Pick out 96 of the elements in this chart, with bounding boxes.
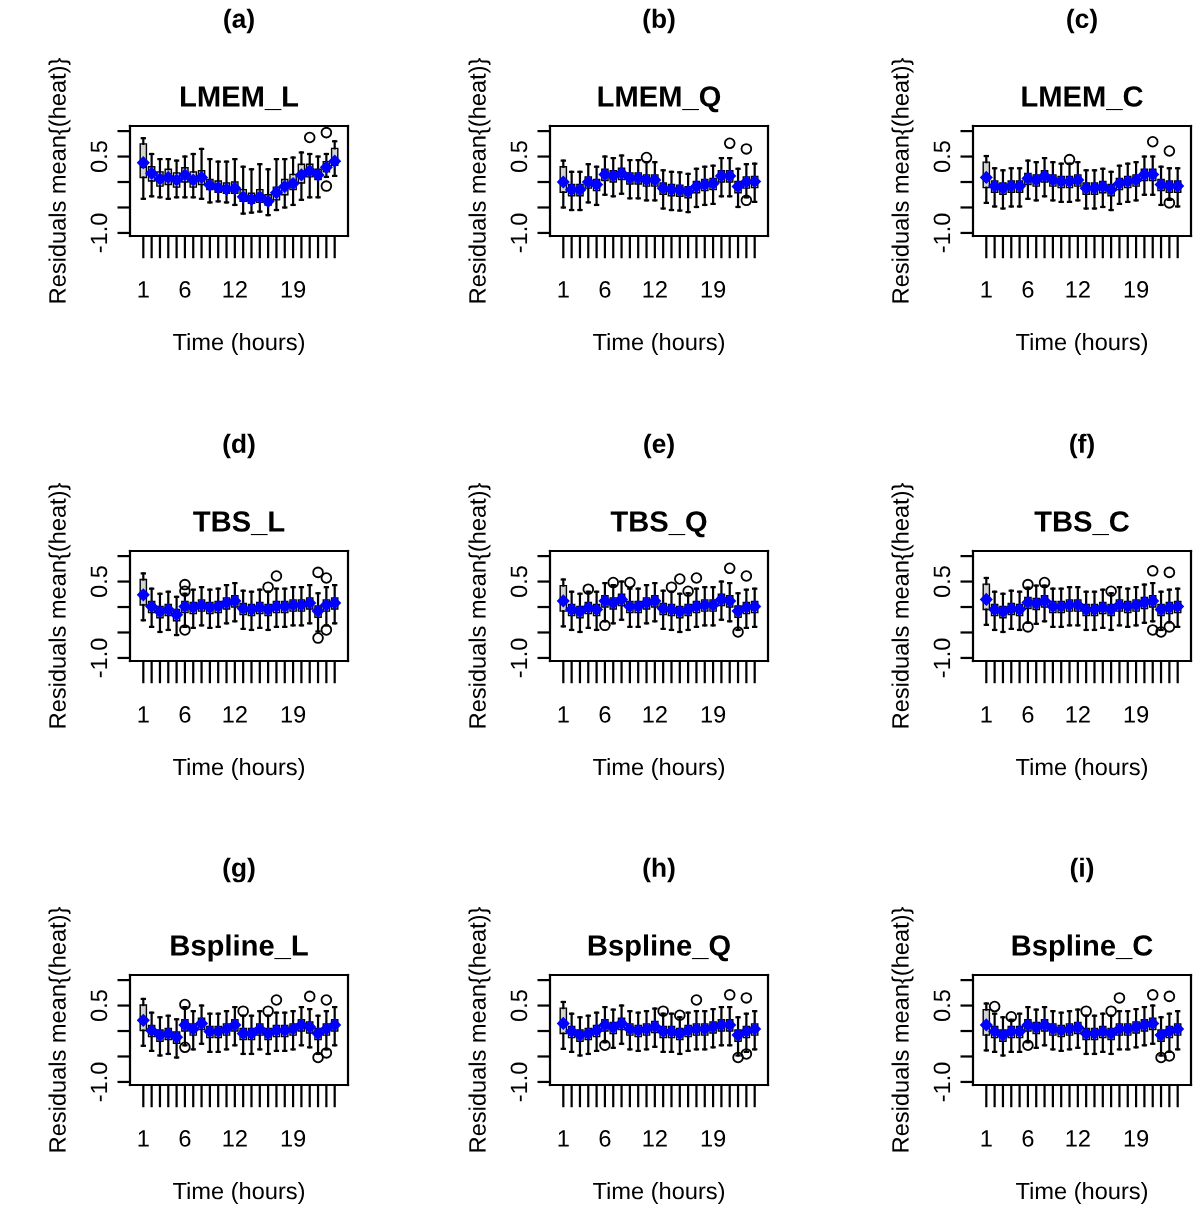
x-tick-label: 1 bbox=[558, 706, 569, 723]
point bbox=[979, 1018, 993, 1032]
x-tick-label: 19 bbox=[1124, 1130, 1149, 1147]
y-axis-title: Residuals mean{(heat)} bbox=[891, 483, 914, 728]
x-tick-label: 1 bbox=[138, 706, 149, 723]
point bbox=[136, 156, 150, 170]
x-tick-label: 12 bbox=[1066, 706, 1090, 723]
x-tick-label: 19 bbox=[701, 1130, 726, 1147]
x-tick-label: 12 bbox=[223, 706, 247, 723]
x-axis-title: Time (hours) bbox=[1016, 1182, 1147, 1205]
x-tick-label: 1 bbox=[981, 706, 992, 723]
x-tick-label: 12 bbox=[223, 1130, 247, 1147]
y-tick-label: -1.0 bbox=[933, 213, 951, 253]
y-tick-label: -1.0 bbox=[90, 1062, 108, 1102]
x-tick-label: 6 bbox=[179, 706, 191, 723]
chart-subtitle: Bspline_C bbox=[1012, 934, 1153, 962]
chart-title: (f) bbox=[1070, 433, 1094, 459]
x-tick-label: 1 bbox=[138, 1130, 149, 1147]
x-axis-title: Time (hours) bbox=[173, 333, 304, 356]
chart-title: (i) bbox=[1070, 857, 1094, 883]
x-tick-label: 6 bbox=[599, 1130, 611, 1147]
chart-title: (a) bbox=[224, 8, 254, 34]
x-tick-label: 6 bbox=[1022, 706, 1034, 723]
y-tick-label: 0.5 bbox=[933, 990, 951, 1022]
x-axis-title: Time (hours) bbox=[593, 1182, 724, 1205]
x-tick-label: 12 bbox=[1066, 1130, 1090, 1147]
chart-subtitle: TBS_Q bbox=[610, 511, 707, 538]
x-tick-label: 6 bbox=[1022, 281, 1034, 298]
x-tick-label: 6 bbox=[1022, 1130, 1034, 1147]
x-tick-label: 19 bbox=[281, 706, 306, 723]
y-tick-label: -1.0 bbox=[90, 638, 108, 678]
x-tick-label: 1 bbox=[138, 281, 149, 298]
y-tick-label: -1.0 bbox=[90, 213, 108, 253]
chart-subtitle: LMEM_C bbox=[1022, 86, 1143, 111]
point bbox=[294, 168, 308, 182]
chart-title: (d) bbox=[223, 433, 255, 459]
y-axis-title: Residuals mean{(heat)} bbox=[468, 483, 491, 728]
y-axis-title: Residuals mean{(heat)} bbox=[891, 58, 914, 303]
chart-subtitle: Bspline_L bbox=[171, 934, 308, 962]
y-axis-title: Residuals mean{(heat)} bbox=[48, 907, 71, 1152]
x-tick-label: 19 bbox=[1124, 281, 1149, 298]
y-tick-label: 0.5 bbox=[510, 566, 528, 598]
y-tick-label: 0.5 bbox=[90, 566, 108, 598]
chart-subtitle: Bspline_Q bbox=[588, 934, 730, 962]
x-tick-label: 6 bbox=[179, 1130, 191, 1147]
chart-subtitle: TBS_L bbox=[193, 511, 285, 536]
chart-subtitle: LMEM_L bbox=[181, 86, 299, 111]
x-tick-label: 1 bbox=[981, 1130, 992, 1147]
x-tick-label: 6 bbox=[179, 281, 191, 298]
x-axis-title: Time (hours) bbox=[173, 1182, 304, 1205]
chart-title: (c) bbox=[1067, 8, 1097, 34]
x-tick-label: 12 bbox=[643, 281, 667, 298]
y-tick-label: -1.0 bbox=[933, 638, 951, 678]
x-axis-title: Time (hours) bbox=[1016, 758, 1147, 781]
y-axis-title: Residuals mean{(heat)} bbox=[468, 907, 491, 1152]
x-tick-label: 12 bbox=[643, 1130, 667, 1147]
y-tick-label: 0.5 bbox=[510, 141, 528, 173]
y-tick-label: 0.5 bbox=[90, 990, 108, 1022]
x-tick-label: 12 bbox=[223, 281, 247, 298]
y-axis-title: Residuals mean{(heat)} bbox=[468, 58, 491, 303]
y-tick-label: 0.5 bbox=[90, 141, 108, 173]
y-axis-title: Residuals mean{(heat)} bbox=[48, 58, 71, 303]
x-tick-label: 1 bbox=[981, 281, 992, 298]
x-tick-label: 1 bbox=[558, 1130, 569, 1147]
x-tick-label: 1 bbox=[558, 281, 569, 298]
chart-title: (h) bbox=[643, 857, 675, 883]
point bbox=[556, 175, 570, 189]
chart-title: (g) bbox=[223, 857, 255, 883]
y-tick-label: 0.5 bbox=[510, 990, 528, 1022]
y-tick-label: 0.5 bbox=[933, 141, 951, 173]
chart-subtitle: LMEM_Q bbox=[598, 86, 721, 113]
x-tick-label: 12 bbox=[643, 706, 667, 723]
y-tick-label: -1.0 bbox=[510, 1062, 528, 1102]
x-tick-label: 12 bbox=[1066, 281, 1090, 298]
x-axis-title: Time (hours) bbox=[593, 758, 724, 781]
x-tick-label: 19 bbox=[701, 281, 726, 298]
chart-title: (b) bbox=[643, 8, 675, 34]
x-tick-label: 6 bbox=[599, 281, 611, 298]
y-axis-title: Residuals mean{(heat)} bbox=[891, 907, 914, 1152]
chart-title: (e) bbox=[644, 433, 674, 459]
point bbox=[556, 1016, 570, 1030]
x-axis-title: Time (hours) bbox=[1016, 333, 1147, 356]
y-axis-title: Residuals mean{(heat)} bbox=[48, 483, 71, 728]
point bbox=[556, 594, 570, 608]
chart-subtitle: TBS_C bbox=[1034, 511, 1130, 536]
x-tick-label: 19 bbox=[281, 1130, 306, 1147]
x-tick-label: 19 bbox=[281, 281, 306, 298]
x-tick-label: 19 bbox=[701, 706, 726, 723]
y-tick-label: -1.0 bbox=[510, 638, 528, 678]
y-tick-label: -1.0 bbox=[510, 213, 528, 253]
x-axis-title: Time (hours) bbox=[593, 333, 724, 356]
y-tick-label: 0.5 bbox=[933, 566, 951, 598]
x-axis-title: Time (hours) bbox=[173, 758, 304, 781]
y-tick-label: -1.0 bbox=[933, 1062, 951, 1102]
x-tick-label: 19 bbox=[1124, 706, 1149, 723]
x-tick-label: 6 bbox=[599, 706, 611, 723]
